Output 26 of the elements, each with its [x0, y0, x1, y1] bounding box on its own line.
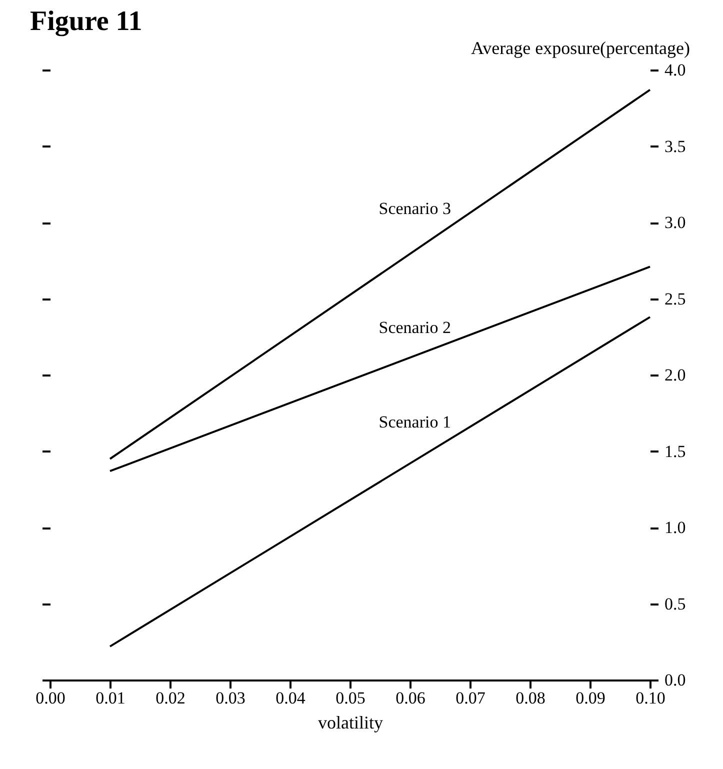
y-tick-label: 1.5: [664, 442, 686, 461]
x-tick-label: 0.03: [216, 688, 246, 708]
y-tick-label: 4.0: [664, 60, 686, 80]
x-tick-label: 0.06: [396, 688, 426, 708]
x-tick-label: 0.04: [276, 688, 306, 708]
x-tick-label: 0.08: [516, 688, 546, 708]
series-label: Scenario 3: [378, 198, 451, 218]
y-tick-label: 2.0: [664, 366, 686, 384]
x-tick-label: 0.10: [636, 688, 666, 708]
y-tick-label: 0.0: [664, 670, 686, 690]
x-tick-label: 0.05: [336, 688, 366, 708]
chart-title: Figure 11: [30, 6, 142, 37]
y-tick-label: 0.5: [664, 594, 686, 614]
x-tick-label: 0.09: [576, 688, 606, 708]
y-tick-label: 2.5: [664, 289, 686, 308]
y-tick-label: 1.0: [664, 518, 686, 537]
y-tick-label: 3.0: [664, 213, 686, 232]
y-tick-label: 3.5: [664, 136, 686, 156]
series-label: Scenario 2: [378, 318, 451, 338]
x-axis-title: volatility: [318, 712, 383, 732]
x-tick-label: 0.02: [156, 688, 186, 708]
y-axis-title: Average exposure(percentage): [470, 38, 690, 58]
x-tick-label: 0.07: [456, 688, 486, 708]
series-label: Scenario 1: [378, 412, 451, 432]
x-tick-label: 0.00: [36, 688, 66, 708]
x-tick-label: 0.01: [96, 688, 126, 708]
